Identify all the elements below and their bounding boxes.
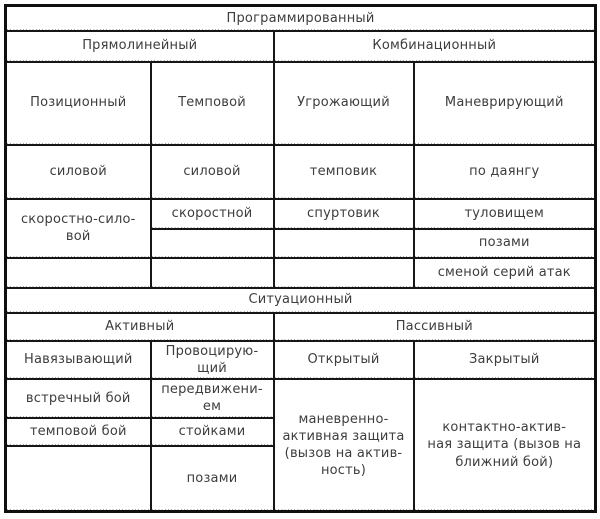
table-cell: по даянгу [412,143,597,200]
table-cell: Угрожающий [272,60,415,146]
table-row: Программированный [4,4,597,32]
table-cell-empty [4,256,152,289]
table-cell-empty [272,256,415,289]
table-cell: Открытый [272,339,415,380]
table-cell: силовой [149,143,275,200]
table-cell-empty [4,444,152,513]
table-row: встречный бой передвижени- ем маневренно… [4,377,597,513]
table-cell-empty [272,227,415,259]
table-cell: Маневрирующий [412,60,597,146]
col-header-rectilinear: Прямолинейный [4,29,275,63]
table-cell: стойками [149,416,275,447]
col-header-combinational: Комбинационный [272,29,597,63]
table-row: Позиционный Темповой Угрожающий Маневрир… [4,60,597,146]
table-cell: Позиционный [4,60,152,146]
section-situational: Ситуационный [4,286,597,314]
table-cell: передвижени- ем [149,377,275,419]
table-cell: встречный бой [4,377,152,419]
table-cell: силовой [4,143,152,200]
table-cell: маневренно- активная защита (вызов на ак… [272,377,415,513]
table-row: Навязывающий Провоцирую- щий Открытый За… [4,339,597,380]
table-cell: позами [149,444,275,513]
table-row: Активный Пассивный [4,311,597,342]
table-row: Прямолинейный Комбинационный [4,29,597,63]
table-row: позами [6,227,597,259]
table-row: темповой бой стойками [4,416,596,447]
table-cell: Закрытый [412,339,597,380]
table-cell: темповик [272,143,415,200]
table-row: Ситуационный [4,286,597,314]
table-cell: скоростно-сило- вой [4,197,152,259]
col-header-passive: Пассивный [272,311,597,342]
table-cell-empty [149,256,275,289]
table-row: позами [4,444,596,513]
table-cell: Провоцирую- щий [149,339,275,380]
table-cell: спуртовик [272,197,415,230]
table-cell: Навязывающий [4,339,152,380]
table-row: силовой силовой темповик по даянгу [4,143,597,200]
table-cell: темповой бой [4,416,152,447]
table-row: сменой серий атак [4,256,597,289]
table-cell: Темповой [149,60,275,146]
table-row: скоростно-сило- вой скоростной спуртовик… [4,197,597,259]
table-cell: сменой серий атак [412,256,597,289]
table-cell: туловищем [412,197,597,230]
table-cell: скоростной [149,197,275,230]
table-cell: контактно-актив- ная защита (вызов на бл… [412,377,597,513]
col-header-active: Активный [4,311,275,342]
table-cell: позами [412,227,597,259]
table-cell-empty [149,227,275,259]
classification-table: Программированный Прямолинейный Комбинац… [4,4,598,514]
section-programmed: Программированный [4,4,597,32]
